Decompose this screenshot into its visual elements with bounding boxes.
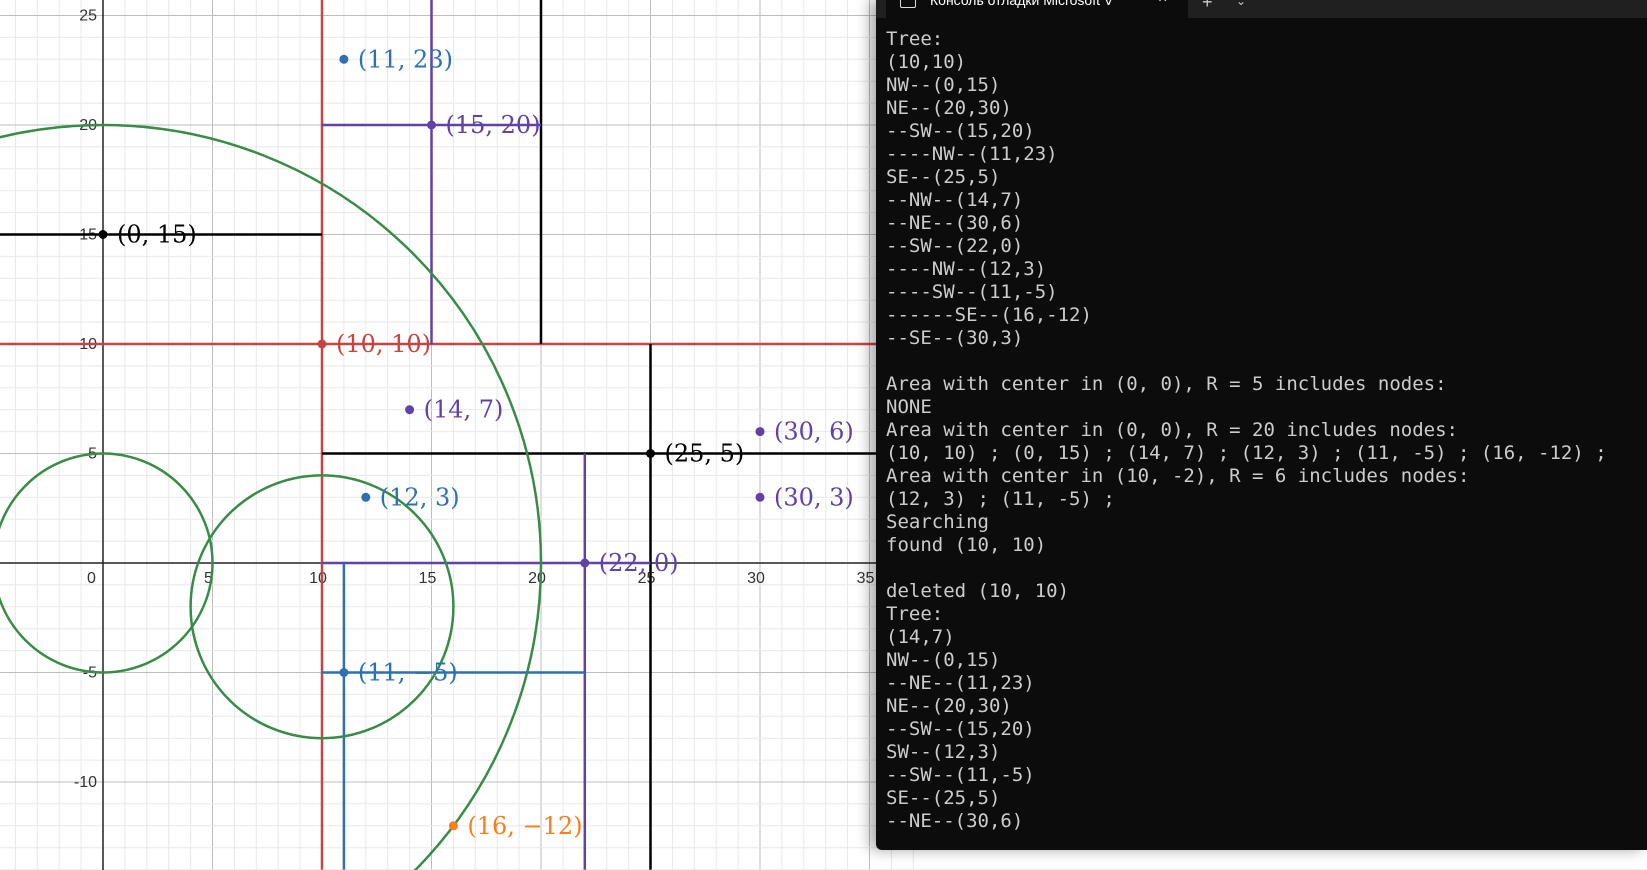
console-line: SE--(25,5) <box>886 166 1001 188</box>
console-line: (14,7) <box>886 626 955 648</box>
terminal-icon <box>900 0 916 8</box>
tree-point <box>755 492 765 502</box>
tree-point <box>427 120 436 130</box>
point-label: (11, 23) <box>358 45 453 73</box>
tree-points: (11, 23) (15, 20) (0, 15) (10, 10) (14, 7) (2… <box>98 45 854 840</box>
y-tick-label: -10 <box>74 774 97 791</box>
console-line: --SW--(15,20) <box>886 718 1035 740</box>
tree-point <box>339 668 349 677</box>
chevron-down-icon[interactable]: ⌄ <box>1236 0 1247 8</box>
console-line: ------SE--(16,-12) <box>886 304 1092 326</box>
point-label: (16, −12) <box>467 812 582 840</box>
search-circle <box>189 474 455 740</box>
console-line: --SW--(11,-5) <box>886 764 1035 786</box>
console-line: Searching <box>886 511 989 533</box>
console-line: Area with center in (0, 0), R = 20 inclu… <box>886 419 1458 441</box>
console-line: NE--(20,30) <box>886 97 1012 119</box>
console-line: NONE <box>886 396 932 418</box>
search-circle <box>0 123 543 870</box>
x-tick-label: 0 <box>87 570 96 587</box>
tree-point <box>448 821 458 831</box>
console-line: NW--(0,15) <box>886 74 1001 96</box>
console-line: ----NW--(11,23) <box>886 143 1058 165</box>
tree-point <box>98 230 108 239</box>
console-line <box>886 557 1647 580</box>
console-tab-title: Консоль отладки Microsoft V <box>930 0 1114 8</box>
console-line: deleted (10, 10) <box>886 580 1070 602</box>
console-line: (12, 3) ; (11, -5) ; <box>886 488 1115 510</box>
search-circles <box>0 123 543 870</box>
point-label: (22, 0) <box>599 549 679 577</box>
x-tick-label: 30 <box>747 570 765 587</box>
console-output[interactable]: Tree: (10,10) NW--(0,15) NE--(20,30) --SW--(… <box>886 28 1647 833</box>
point-label: (30, 6) <box>774 418 854 446</box>
point-label: (11, −5) <box>358 659 458 687</box>
point-label: (12, 3) <box>380 483 460 511</box>
console-line: --SE--(30,3) <box>886 327 1024 349</box>
tree-point <box>361 492 371 502</box>
console-line: --SW--(15,20) <box>886 120 1035 142</box>
tree-point <box>646 449 655 458</box>
x-tick-label: 10 <box>309 570 327 587</box>
y-tick-label: 25 <box>79 8 97 25</box>
debug-console-window: Консоль отладки Microsoft V × + ⌄ Tree:(… <box>876 0 1647 850</box>
tree-point <box>339 54 349 64</box>
console-line: SE--(25,5) <box>886 787 1001 809</box>
search-circle <box>0 452 214 674</box>
point-label: (14, 7) <box>424 396 504 424</box>
partition-lines <box>0 0 892 870</box>
tree-point <box>317 339 327 349</box>
console-line: --NE--(30,6) <box>886 810 1024 832</box>
point-label: (15, 20) <box>446 111 541 139</box>
console-tab-bar: Консоль отладки Microsoft V × + ⌄ <box>876 0 1647 18</box>
console-line: found (10, 10) <box>886 534 1047 556</box>
console-line: Tree: <box>886 603 944 625</box>
close-icon[interactable]: × <box>1158 0 1167 8</box>
console-line: --NE--(11,23) <box>886 672 1035 694</box>
point-label: (25, 5) <box>665 440 745 468</box>
console-line: --SW--(22,0) <box>886 235 1024 257</box>
console-line: NW--(0,15) <box>886 649 1001 671</box>
y-tick-label: -5 <box>83 665 97 682</box>
console-line: --NW--(14,7) <box>886 189 1024 211</box>
console-line: --NE--(30,6) <box>886 212 1024 234</box>
console-line: Area with center in (0, 0), R = 5 includ… <box>886 373 1447 395</box>
x-tick-label: 35 <box>857 570 875 587</box>
console-line <box>886 350 1647 373</box>
console-tab[interactable]: Консоль отладки Microsoft V × <box>886 0 1188 18</box>
point-label: (30, 3) <box>774 483 854 511</box>
console-line: Tree: <box>886 28 944 50</box>
console-line: (10, 10) ; (0, 15) ; (14, 7) ; (12, 3) ;… <box>886 442 1607 464</box>
console-line: NE--(20,30) <box>886 695 1012 717</box>
console-line: ----NW--(12,3) <box>886 258 1047 280</box>
x-tick-label: 15 <box>419 570 437 587</box>
tree-point <box>580 558 590 568</box>
console-line: (10,10) <box>886 51 967 73</box>
console-line: Area with center in (10, -2), R = 6 incl… <box>886 465 1470 487</box>
tree-point <box>405 405 415 415</box>
point-label: (10, 10) <box>336 330 431 358</box>
point-label: (0, 15) <box>117 221 197 249</box>
x-tick-label: 20 <box>528 570 546 587</box>
x-tick-label: 5 <box>204 570 213 587</box>
console-line: SW--(12,3) <box>886 741 1001 763</box>
tree-point <box>755 427 765 437</box>
console-line: ----SW--(11,-5) <box>886 281 1058 303</box>
new-tab-button[interactable]: + <box>1202 0 1213 12</box>
